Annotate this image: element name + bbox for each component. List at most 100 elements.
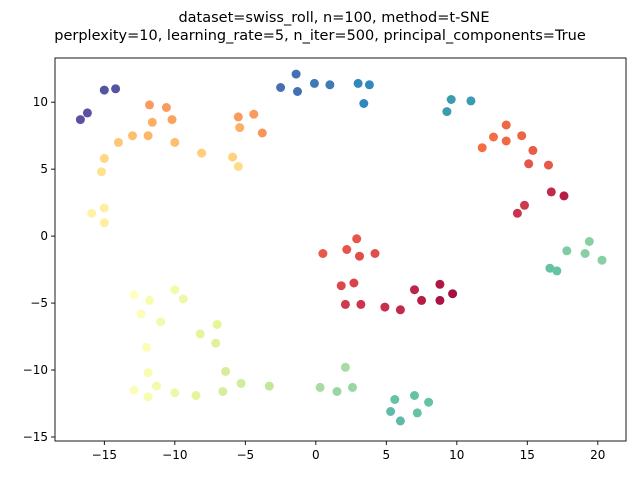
data-point — [424, 397, 434, 407]
data-point — [597, 255, 607, 265]
data-point — [315, 382, 325, 392]
x-tick-label: −5 — [236, 448, 254, 462]
data-point — [584, 237, 594, 246]
data-point — [128, 131, 137, 141]
y-tick-label: −5 — [30, 296, 48, 310]
data-point — [99, 203, 109, 213]
x-tick-label: −10 — [162, 448, 187, 462]
data-point — [233, 112, 243, 122]
data-point — [233, 162, 243, 171]
data-point — [129, 290, 139, 300]
data-point — [99, 218, 109, 228]
data-point — [195, 329, 205, 339]
data-point — [386, 407, 396, 416]
data-point — [325, 80, 335, 90]
data-point — [353, 78, 363, 88]
data-point — [167, 115, 177, 125]
data-point — [249, 109, 259, 119]
data-point — [359, 99, 369, 108]
x-tick-label: −15 — [92, 448, 117, 462]
data-point — [99, 153, 109, 163]
chart-title-line-2: perplexity=10, learning_rate=5, n_iter=5… — [54, 28, 586, 44]
data-point — [191, 391, 201, 400]
data-point — [446, 95, 456, 104]
data-point — [477, 143, 487, 153]
data-point — [97, 167, 106, 177]
data-point — [236, 378, 246, 388]
data-point — [380, 302, 390, 312]
data-point — [111, 84, 121, 94]
x-tick-label: 20 — [590, 448, 605, 462]
data-point — [170, 388, 180, 398]
data-point — [293, 87, 302, 96]
data-point — [410, 285, 419, 295]
data-point — [113, 137, 123, 147]
data-point — [442, 107, 452, 117]
data-point — [524, 159, 534, 169]
data-point — [544, 160, 553, 170]
data-point — [489, 132, 498, 142]
data-point — [75, 115, 85, 125]
data-point — [448, 289, 458, 299]
data-point — [143, 131, 153, 141]
data-point — [349, 278, 359, 288]
data-point — [235, 123, 245, 133]
data-point — [435, 279, 445, 289]
y-tick-label: −15 — [23, 430, 48, 444]
data-point — [336, 281, 346, 291]
data-point — [156, 317, 166, 327]
data-point — [87, 208, 97, 218]
data-point — [143, 368, 153, 378]
data-point — [170, 137, 180, 147]
data-point — [82, 108, 92, 118]
data-point — [129, 385, 139, 395]
x-tick-label: 5 — [383, 448, 391, 462]
data-points — [75, 69, 607, 426]
x-tick-label: 15 — [520, 448, 535, 462]
data-point — [264, 381, 274, 391]
data-point — [143, 392, 153, 402]
data-point — [412, 408, 422, 418]
data-point — [178, 294, 188, 304]
data-point — [410, 391, 419, 400]
y-tick-label: 5 — [40, 162, 48, 176]
data-point — [352, 234, 362, 244]
data-point — [528, 145, 538, 155]
data-point — [257, 128, 267, 138]
data-point — [142, 342, 152, 352]
data-point — [466, 96, 476, 106]
data-point — [276, 83, 286, 92]
plot-axes: −15 −10 −5 0 5 10 15 20 −15 −10 −5 0 5 10 — [23, 95, 606, 462]
data-point — [395, 416, 405, 426]
y-tick-label: 0 — [40, 229, 48, 243]
data-point — [99, 85, 109, 95]
data-point — [228, 152, 238, 162]
data-point — [309, 78, 319, 88]
data-point — [291, 69, 301, 79]
data-point — [417, 295, 427, 305]
y-tick-label: −10 — [23, 363, 48, 377]
data-point — [520, 200, 529, 210]
data-point — [340, 299, 350, 309]
plot-frame — [54, 57, 627, 442]
data-point — [145, 295, 154, 305]
data-point — [545, 263, 555, 273]
data-point — [559, 191, 569, 201]
data-point — [370, 249, 380, 258]
x-tick-label: 0 — [312, 448, 320, 462]
data-point — [318, 249, 328, 258]
data-point — [145, 100, 154, 110]
data-point — [211, 338, 221, 348]
data-point — [197, 148, 207, 158]
y-tick-label: 10 — [33, 95, 48, 109]
data-point — [435, 295, 445, 305]
data-point — [136, 309, 146, 319]
data-point — [218, 387, 228, 396]
data-point — [562, 246, 572, 256]
data-point — [395, 305, 405, 315]
data-point — [364, 80, 374, 90]
x-tick-label: 10 — [449, 448, 464, 462]
data-point — [546, 187, 556, 197]
data-point — [355, 251, 364, 261]
